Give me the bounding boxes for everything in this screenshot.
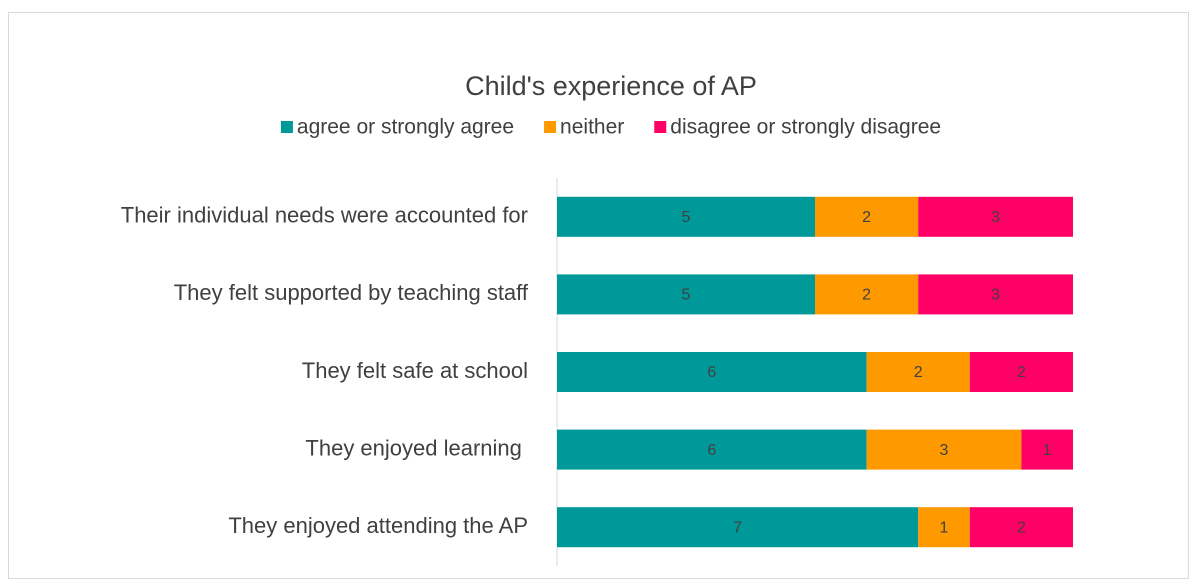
bar-segment bbox=[918, 507, 970, 548]
bar-segment bbox=[918, 274, 1073, 315]
data-label: 7 bbox=[733, 519, 742, 536]
data-label: 1 bbox=[940, 519, 949, 536]
data-label: 2 bbox=[862, 209, 871, 226]
data-label: 6 bbox=[707, 442, 716, 459]
data-label: 6 bbox=[707, 364, 716, 381]
bar-segment bbox=[557, 429, 867, 470]
legend-swatch bbox=[654, 121, 667, 133]
bar-segment bbox=[815, 274, 919, 315]
bar-segment bbox=[557, 507, 919, 548]
category-label: They felt supported by teaching staff bbox=[174, 280, 529, 305]
chart-title: Child's experience of AP bbox=[465, 71, 757, 101]
data-label: 2 bbox=[1017, 519, 1026, 536]
data-label: 2 bbox=[862, 287, 871, 304]
legend-label: neither bbox=[560, 116, 624, 139]
bar-segment bbox=[969, 507, 1073, 548]
data-label: 3 bbox=[940, 442, 949, 459]
bar-segment bbox=[866, 352, 970, 392]
bar-segment bbox=[866, 429, 1022, 470]
data-label: 2 bbox=[914, 364, 923, 381]
category-label: They enjoyed attending the AP bbox=[228, 513, 528, 538]
legend-label: agree or strongly agree bbox=[297, 116, 514, 139]
legend-label: disagree or strongly disagree bbox=[670, 116, 941, 139]
data-label: 1 bbox=[1043, 442, 1052, 459]
data-label: 5 bbox=[682, 287, 691, 304]
data-label: 5 bbox=[682, 209, 691, 226]
category-label: They enjoyed learning bbox=[305, 435, 528, 460]
data-label: 3 bbox=[991, 287, 1000, 304]
bar-segment bbox=[557, 352, 867, 392]
legend-swatch bbox=[544, 121, 557, 133]
category-label: They felt safe at school bbox=[302, 358, 528, 383]
category-label: Their individual needs were accounted fo… bbox=[121, 203, 528, 228]
bar-segment bbox=[815, 196, 919, 237]
bar-segment bbox=[557, 274, 815, 315]
bar-segment bbox=[918, 196, 1073, 237]
legend-swatch bbox=[280, 121, 293, 133]
bar-segment bbox=[557, 196, 815, 237]
bar-segment bbox=[969, 352, 1073, 392]
bar-segment bbox=[1021, 429, 1073, 470]
data-label: 2 bbox=[1017, 364, 1026, 381]
data-label: 3 bbox=[991, 209, 1000, 226]
